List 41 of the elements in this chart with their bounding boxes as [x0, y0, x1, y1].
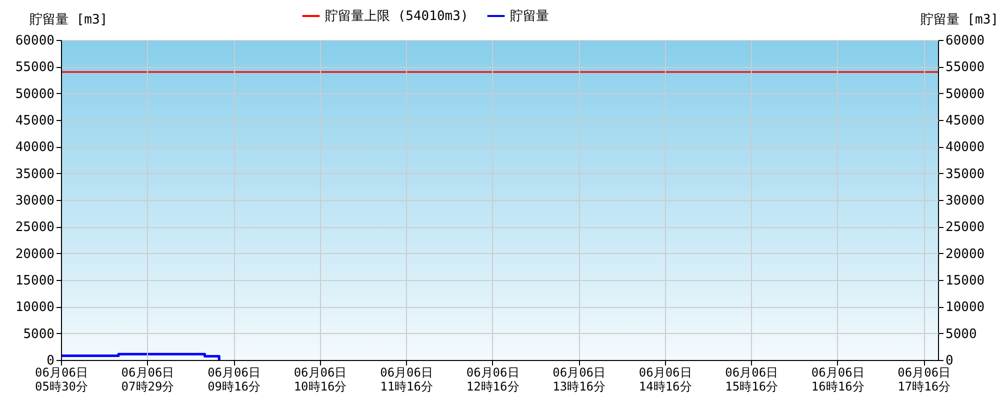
- legend-label: 貯留量: [510, 9, 549, 24]
- x-tick-label: 06月06日 11時16分: [380, 366, 433, 394]
- y2-axis-title: 貯留量 [m3]: [920, 12, 998, 28]
- y-tick-label: 40000: [15, 140, 54, 156]
- y2-tick-label: 25000: [946, 220, 985, 236]
- y-tick-label: 0: [46, 354, 54, 368]
- y2-tick-label: 60000: [946, 34, 985, 48]
- y-tick-label: 35000: [15, 166, 54, 182]
- x-tick-label: 06月06日 15時16分: [725, 366, 778, 394]
- y-tick-label: 55000: [15, 60, 54, 76]
- y2-tick-label: 40000: [946, 140, 985, 156]
- y-tick-label: 15000: [15, 274, 54, 288]
- y2-tick-label: 55000: [946, 60, 985, 76]
- y2-tick-label: 5000: [946, 326, 977, 342]
- y2-tick-label: 35000: [946, 166, 985, 182]
- y-tick-label: 20000: [15, 246, 54, 262]
- y-tick-label: 45000: [15, 114, 54, 128]
- y2-tick-label: 50000: [946, 86, 985, 102]
- y2-tick-label: 45000: [946, 114, 985, 128]
- legend-label: 貯留量上限 (54010m3): [325, 9, 468, 24]
- y-tick-label: 5000: [23, 326, 54, 342]
- x-tick-label: 06月06日 07時29分: [121, 366, 174, 394]
- y2-tick-label: 15000: [946, 274, 985, 288]
- x-tick-label: 06月06日 10時16分: [294, 366, 347, 394]
- y-tick-label: 25000: [15, 220, 54, 236]
- y-tick-label: 30000: [15, 194, 54, 208]
- x-tick-label: 06月06日 09時16分: [208, 366, 260, 394]
- y2-tick-label: 10000: [946, 300, 985, 316]
- y-tick-label: 50000: [15, 86, 54, 102]
- y-axis-title: 貯留量 [m3]: [30, 12, 108, 28]
- x-tick-label: 06月06日 12時16分: [466, 366, 520, 394]
- x-tick-label: 06月06日 13時16分: [552, 366, 606, 394]
- y2-tick-label: 30000: [946, 194, 985, 208]
- y-tick-label: 60000: [15, 34, 54, 48]
- y2-tick-label: 20000: [946, 246, 985, 262]
- y-tick-label: 10000: [15, 300, 54, 316]
- x-tick-label: 06月06日 05時30分: [35, 366, 88, 394]
- x-tick-label: 06月06日 17時16分: [898, 366, 951, 394]
- x-tick-label: 06月06日 16時16分: [811, 366, 864, 394]
- x-tick-label: 06月06日 14時16分: [638, 366, 692, 394]
- y2-tick-label: 0: [946, 354, 954, 368]
